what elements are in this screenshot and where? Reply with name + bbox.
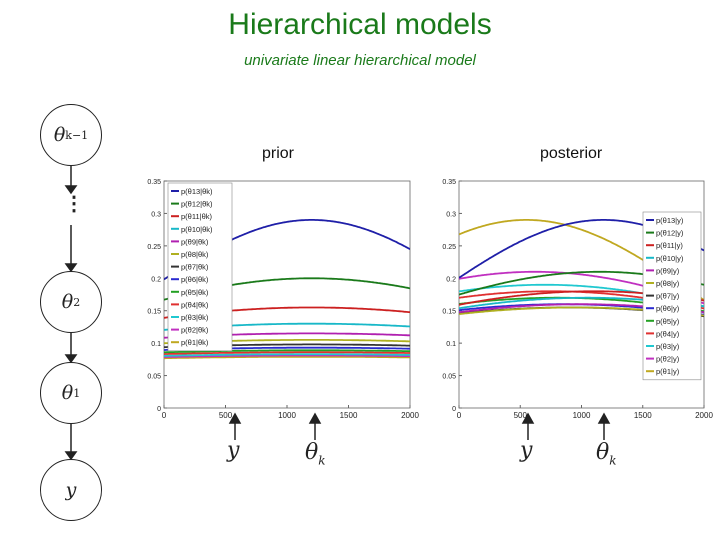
posterior-legend-label: p(θ3|y) [656, 342, 680, 351]
prior-series-line [164, 353, 410, 357]
posterior-legend-label: p(θ11|y) [656, 241, 683, 250]
prior-ytick-label: 0 [157, 406, 161, 413]
prior-ytick-label: 0.2 [151, 276, 161, 283]
prior-ytick-label: 0.25 [147, 244, 161, 251]
posterior-xtick-label: 0 [457, 411, 462, 420]
prior-series-line [164, 355, 410, 360]
prior-legend-label: p(θ9|θk) [181, 237, 209, 246]
posterior-legend-label: p(θ9|y) [656, 266, 680, 275]
prior-legend-label: p(θ13|θk) [181, 187, 213, 196]
node-y: y [40, 459, 102, 521]
prior-legend-label: p(θ7|θk) [181, 263, 209, 272]
prior-xtick-label: 2000 [401, 411, 419, 420]
posterior-ytick-label: 0.2 [446, 276, 456, 283]
prior-xtick-label: 1500 [340, 411, 358, 420]
prior-series-line [164, 351, 410, 355]
posterior-theta-k-label: θk [596, 440, 617, 468]
prior-xtick-label: 500 [219, 411, 233, 420]
posterior-legend-label: p(θ6|y) [656, 304, 680, 313]
posterior-ytick-label: 0.25 [442, 244, 456, 251]
posterior-legend-label: p(θ8|y) [656, 279, 680, 288]
posterior-xtick-label: 1000 [573, 411, 591, 420]
prior-legend-label: p(θ5|θk) [181, 288, 209, 297]
posterior-legend-label: p(θ4|y) [656, 329, 680, 338]
prior-series-line [164, 349, 410, 354]
posterior-legend-label: p(θ10|y) [656, 254, 684, 263]
posterior-xtick-label: 2000 [695, 411, 713, 420]
node-theta-k-minus-1: θ k−1 [40, 104, 102, 166]
posterior-ytick-label: 0.15 [442, 309, 456, 316]
ellipsis-dots: ⋮ [64, 193, 84, 215]
prior-legend-label: p(θ11|θk) [181, 212, 212, 221]
posterior-y-label: y [520, 438, 533, 463]
posterior-ytick-label: 0.05 [442, 374, 456, 381]
posterior-legend-label: p(θ13|y) [656, 216, 684, 225]
posterior-legend-label: p(θ2|y) [656, 355, 680, 364]
prior-theta-k-label: θk [305, 440, 326, 468]
prior-legend-label: p(θ2|θk) [181, 326, 209, 335]
posterior-ytick-label: 0 [452, 406, 456, 413]
prior-xtick-label: 1000 [278, 411, 296, 420]
prior-series-line [164, 354, 410, 358]
prior-xtick-label: 0 [162, 411, 167, 420]
prior-legend-label: p(θ6|θk) [181, 275, 209, 284]
posterior-legend-label: p(θ1|y) [656, 367, 680, 376]
prior-y-label: y [227, 438, 240, 463]
posterior-legend-label: p(θ7|y) [656, 292, 680, 301]
slide-subtitle: univariate linear hierarchical model [244, 52, 476, 69]
prior-ytick-label: 0.15 [147, 309, 161, 316]
prior-panel-title: prior [262, 145, 295, 162]
prior-ytick-label: 0.1 [151, 341, 161, 348]
prior-ytick-label: 0.3 [151, 211, 161, 218]
prior-legend-label: p(θ1|θk) [181, 338, 209, 347]
posterior-legend-label: p(θ5|y) [656, 317, 680, 326]
prior-legend-label: p(θ12|θk) [181, 200, 213, 209]
prior-ytick-label: 0.05 [147, 374, 161, 381]
posterior-panel-title: posterior [540, 145, 603, 162]
posterior-ytick-label: 0.3 [446, 211, 456, 218]
posterior-legend-label: p(θ12|y) [656, 229, 684, 238]
posterior-xtick-label: 500 [514, 411, 528, 420]
prior-legend-label: p(θ10|θk) [181, 225, 213, 234]
prior-legend-label: p(θ4|θk) [181, 300, 209, 309]
slide-title: Hierarchical models [228, 8, 492, 41]
prior-ytick-label: 0.35 [147, 179, 161, 186]
prior-legend-label: p(θ8|θk) [181, 250, 209, 259]
posterior-ytick-label: 0.1 [446, 341, 456, 348]
posterior-ytick-label: 0.35 [442, 179, 456, 186]
graph-connectors [64, 166, 78, 461]
posterior-xtick-label: 1500 [634, 411, 652, 420]
prior-legend-label: p(θ3|θk) [181, 313, 209, 322]
